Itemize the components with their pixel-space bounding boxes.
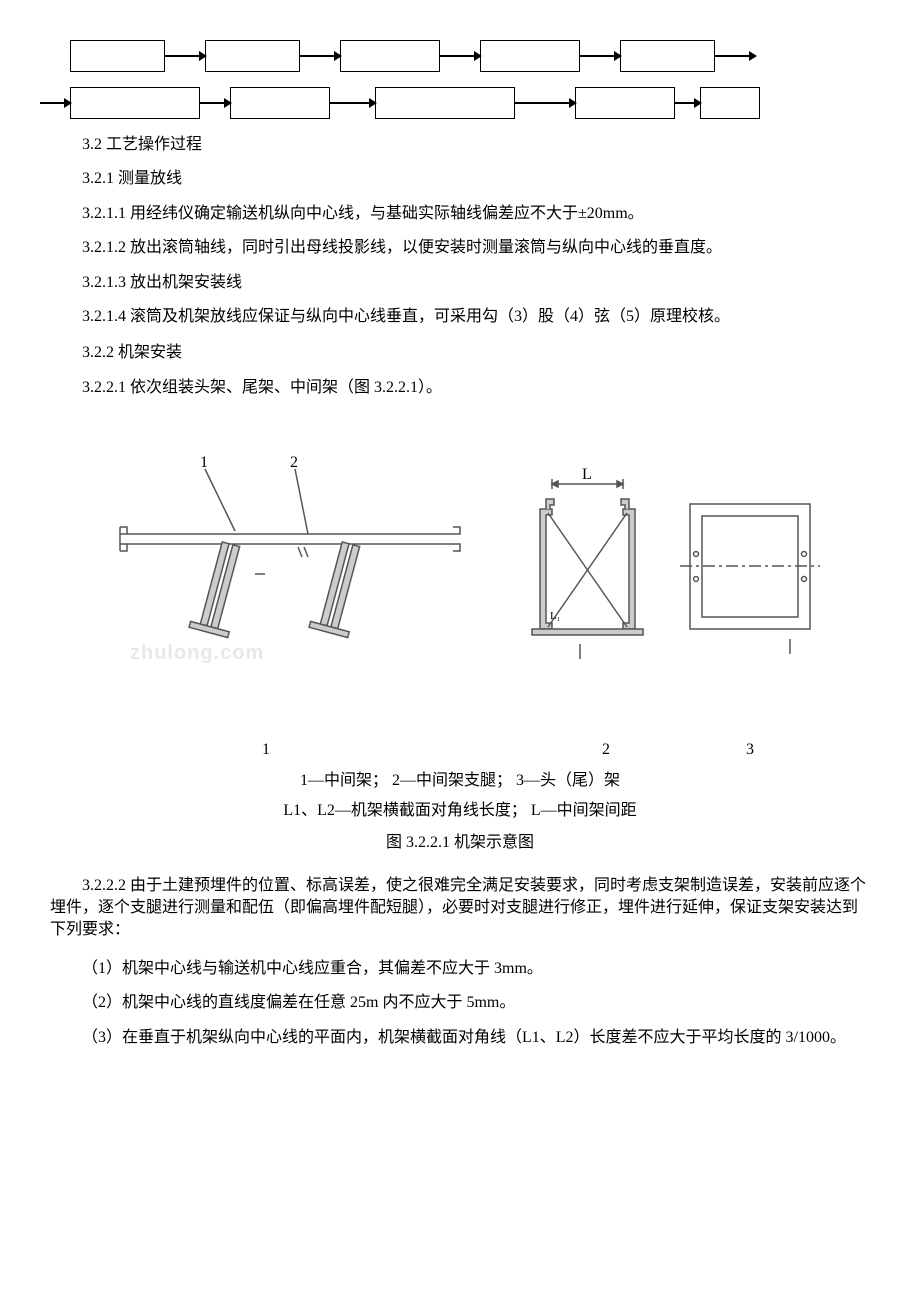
req-1: （1）机架中心线与输送机中心线应重合，其偏差不应大于 3mm。: [50, 958, 870, 980]
flow-box: [70, 40, 165, 72]
req-3: （3）在垂直于机架纵向中心线的平面内，机架横截面对角线（L1、L2）长度差不应大…: [50, 1027, 870, 1049]
flow-box: [230, 87, 330, 119]
section-3-2-2: 3.2.2 机架安装: [50, 342, 870, 364]
para-3-2-2-1: 3.2.2.1 依次组装头架、尾架、中间架（图 3.2.2.1）。: [50, 377, 870, 399]
flow-arrow: [330, 102, 375, 104]
para-3-2-2-2: 3.2.2.2 由于土建预埋件的位置、标高误差，使之很难完全满足安装要求，同时考…: [50, 875, 870, 942]
flow-box: [375, 87, 515, 119]
diagram-frame-assembly: zhulong.com 1 2: [50, 439, 870, 719]
flow-box: [70, 87, 200, 119]
flow-arrow: [200, 102, 230, 104]
flow-arrow: [715, 55, 755, 57]
flow-arrow: [675, 102, 700, 104]
diagram-label-1: 1: [200, 454, 208, 471]
legend-line-1: 1—中间架； 2—中间架支腿； 3—头（尾）架: [50, 770, 870, 792]
flow-arrow: [300, 55, 340, 57]
figure-caption: 图 3.2.2.1 机架示意图: [50, 832, 870, 854]
flow-box: [340, 40, 440, 72]
flow-box: [480, 40, 580, 72]
flowchart-row-1: [50, 40, 870, 72]
flow-arrow: [40, 102, 70, 104]
diagram-label-L: L: [582, 466, 592, 483]
diagram-label-L1: L₁: [550, 610, 561, 622]
flowchart-row-2: [20, 87, 870, 119]
section-3-2-1: 3.2.1 测量放线: [50, 168, 870, 190]
para-3-2-1-2: 3.2.1.2 放出滚筒轴线，同时引出母线投影线，以便安装时测量滚筒与纵向中心线…: [50, 237, 870, 259]
flow-arrow: [515, 102, 575, 104]
para-3-2-1-4: 3.2.1.4 滚筒及机架放线应保证与纵向中心线垂直，可采用勾（3）股（4）弦（…: [50, 306, 870, 328]
flow-box: [700, 87, 760, 119]
para-3-2-1-3: 3.2.1.3 放出机架安装线: [50, 272, 870, 294]
legend-numbers: 1 2 3: [50, 739, 870, 761]
flow-arrow: [440, 55, 480, 57]
flow-box: [205, 40, 300, 72]
req-2: （2）机架中心线的直线度偏差在任意 25m 内不应大于 5mm。: [50, 992, 870, 1014]
flow-arrow: [165, 55, 205, 57]
flow-box: [575, 87, 675, 119]
para-3-2-1-1: 3.2.1.1 用经纬仪确定输送机纵向中心线，与基础实际轴线偏差应不大于±20m…: [50, 203, 870, 225]
flow-box: [620, 40, 715, 72]
diagram-label-2: 2: [290, 454, 298, 471]
section-3-2: 3.2 工艺操作过程: [50, 134, 870, 156]
legend-line-2: L1、L2—机架横截面对角线长度； L—中间架间距: [50, 800, 870, 822]
flow-arrow: [580, 55, 620, 57]
watermark: zhulong.com: [130, 639, 264, 667]
